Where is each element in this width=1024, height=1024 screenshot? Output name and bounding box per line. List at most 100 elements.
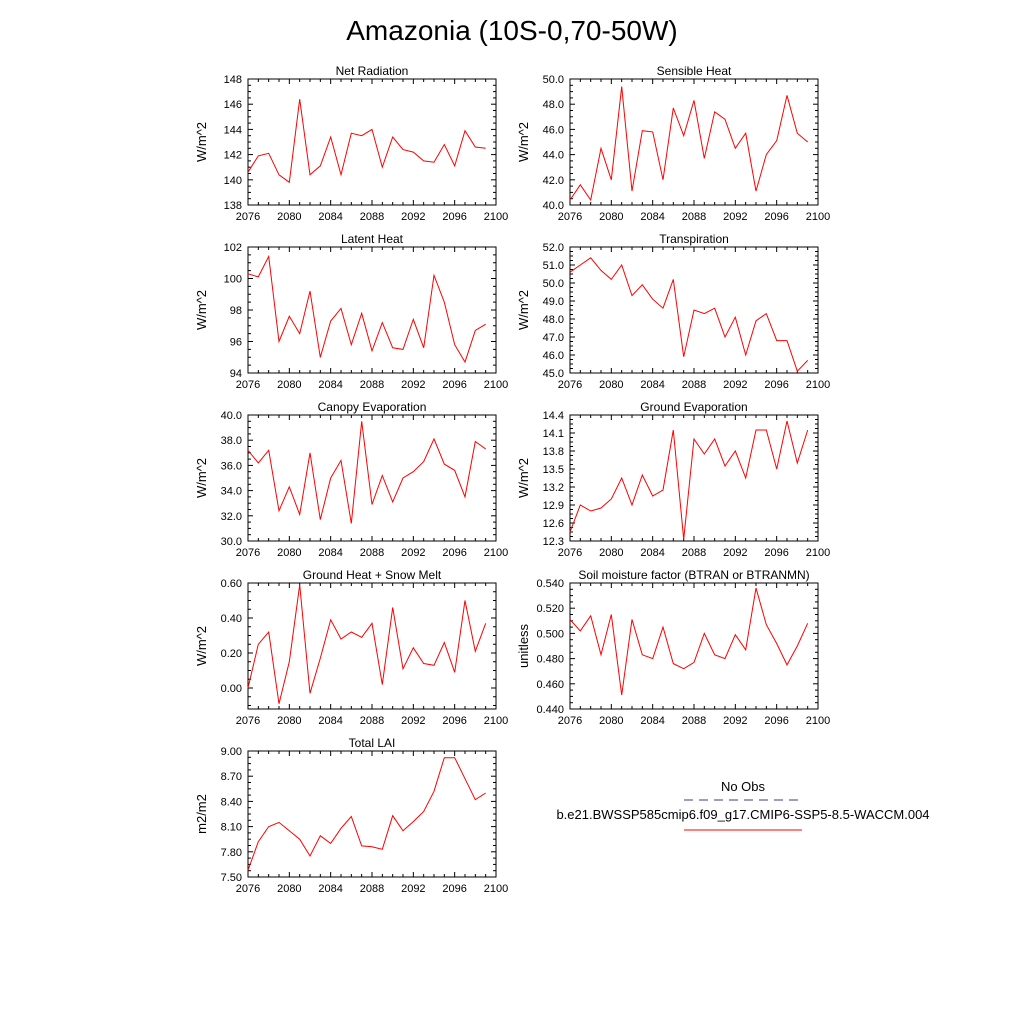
x-tick-label: 2088 — [682, 211, 706, 223]
y-tick-label: 40.0 — [221, 410, 242, 422]
plot-frame — [569, 582, 819, 710]
y-axis-label: W/m^2 — [516, 290, 531, 330]
y-tick-label: 0.00 — [221, 683, 242, 695]
y-tick-label: 12.6 — [543, 518, 564, 530]
panel-1: Sensible Heat W/m^2 2076 2080 2084 2088 2092 20… — [516, 64, 830, 223]
y-tick-label: 138 — [224, 200, 242, 212]
y-tick-label: 0.60 — [221, 578, 242, 590]
x-tick-label: 2080 — [599, 547, 623, 559]
y-tick-label: 0.440 — [536, 704, 564, 716]
y-tick-label: 42.0 — [543, 175, 564, 187]
y-tick-label: 52.0 — [543, 242, 564, 254]
x-tick-label: 2088 — [360, 547, 384, 559]
y-tick-label: 0.540 — [536, 578, 564, 590]
y-tick-label: 0.460 — [536, 679, 564, 691]
y-tick-label: 7.80 — [221, 847, 242, 859]
y-tick-label: 13.5 — [543, 464, 564, 476]
panel-6: Ground Heat + Snow Melt W/m^2 2076 2080 2084… — [194, 568, 508, 727]
x-tick-label: 2096 — [764, 379, 788, 391]
x-tick-label: 2080 — [599, 715, 623, 727]
x-tick-label: 2088 — [682, 715, 706, 727]
y-tick-label: 12.3 — [543, 536, 564, 548]
y-tick-label: 46.0 — [543, 124, 564, 136]
x-tick-label: 2092 — [401, 715, 425, 727]
y-tick-label: 51.0 — [543, 260, 564, 272]
panels: Net Radiation W/m^2 2076 2080 2084 2088 2092 20… — [194, 64, 830, 895]
x-tick-label: 2096 — [442, 211, 466, 223]
x-tick-label: 2100 — [484, 547, 508, 559]
x-tick-label: 2100 — [484, 379, 508, 391]
x-tick-label: 2080 — [599, 211, 623, 223]
y-axis-label: W/m^2 — [194, 290, 209, 330]
x-tick-label: 2092 — [723, 379, 747, 391]
legend-model-label: b.e21.BWSSP585cmip6.f09_g17.CMIP6-SSP5-8… — [556, 807, 929, 822]
x-tick-label: 2092 — [401, 211, 425, 223]
panel-title: Ground Evaporation — [640, 400, 747, 414]
plot-frame — [569, 78, 819, 206]
series-line — [247, 99, 486, 184]
x-tick-label: 2080 — [277, 547, 301, 559]
y-tick-label: 0.480 — [536, 654, 564, 666]
series-line — [569, 86, 809, 202]
y-tick-label: 49.0 — [543, 296, 564, 308]
panel-title: Transpiration — [659, 232, 729, 246]
x-tick-label: 2080 — [599, 379, 623, 391]
x-tick-label: 2084 — [318, 211, 342, 223]
x-tick-label: 2088 — [360, 883, 384, 895]
y-tick-label: 48.0 — [543, 314, 564, 326]
plot-frame — [247, 750, 497, 878]
x-tick-label: 2076 — [558, 547, 582, 559]
series-line — [247, 584, 487, 704]
y-tick-label: 8.10 — [221, 822, 242, 834]
panel-title: Total LAI — [349, 736, 396, 750]
y-tick-label: 8.70 — [221, 771, 242, 783]
panel-4: Canopy Evaporation W/m^2 2076 2080 2084 2088 2… — [194, 400, 508, 559]
y-tick-label: 50.0 — [543, 278, 564, 290]
panel-3: Transpiration W/m^2 2076 2080 2084 2088 2092 20… — [516, 232, 830, 391]
x-tick-label: 2096 — [764, 715, 788, 727]
panel-5: Ground Evaporation W/m^2 2076 2080 2084 2088 2… — [516, 400, 830, 559]
x-tick-label: 2088 — [360, 379, 384, 391]
x-tick-label: 2080 — [277, 379, 301, 391]
x-tick-label: 2092 — [401, 547, 425, 559]
plot-frame — [569, 414, 819, 542]
x-tick-label: 2080 — [277, 715, 301, 727]
y-tick-label: 14.1 — [543, 428, 564, 440]
y-tick-label: 48.0 — [543, 99, 564, 111]
x-tick-label: 2096 — [442, 547, 466, 559]
y-tick-label: 9.00 — [221, 746, 242, 758]
x-tick-label: 2088 — [360, 715, 384, 727]
y-tick-label: 8.40 — [221, 796, 242, 808]
y-tick-label: 40.0 — [543, 200, 564, 212]
y-axis-label: W/m^2 — [516, 122, 531, 162]
y-tick-label: 7.50 — [221, 872, 242, 884]
series-line — [569, 420, 809, 540]
x-tick-label: 2088 — [682, 379, 706, 391]
x-tick-label: 2076 — [558, 715, 582, 727]
y-tick-label: 0.500 — [536, 628, 564, 640]
x-tick-label: 2076 — [236, 211, 260, 223]
x-tick-label: 2096 — [442, 715, 466, 727]
x-tick-label: 2084 — [640, 715, 664, 727]
figure-title: Amazonia (10S-0,70-50W) — [346, 15, 677, 46]
x-tick-label: 2096 — [442, 883, 466, 895]
y-tick-label: 45.0 — [543, 368, 564, 380]
x-tick-label: 2100 — [806, 211, 830, 223]
y-tick-label: 0.520 — [536, 603, 564, 615]
x-tick-label: 2100 — [484, 883, 508, 895]
y-axis-label: W/m^2 — [194, 626, 209, 666]
x-tick-label: 2092 — [723, 715, 747, 727]
series-line — [247, 421, 486, 524]
series-line — [247, 254, 486, 364]
x-tick-label: 2076 — [236, 715, 260, 727]
x-tick-label: 2084 — [318, 883, 342, 895]
x-tick-label: 2096 — [764, 211, 788, 223]
plot-frame — [247, 414, 497, 542]
x-tick-label: 2080 — [277, 883, 301, 895]
x-tick-label: 2076 — [236, 547, 260, 559]
panel-0: Net Radiation W/m^2 2076 2080 2084 2088 2092 20… — [194, 64, 508, 223]
x-tick-label: 2076 — [236, 883, 260, 895]
x-tick-label: 2092 — [401, 379, 425, 391]
y-tick-label: 30.0 — [221, 536, 242, 548]
